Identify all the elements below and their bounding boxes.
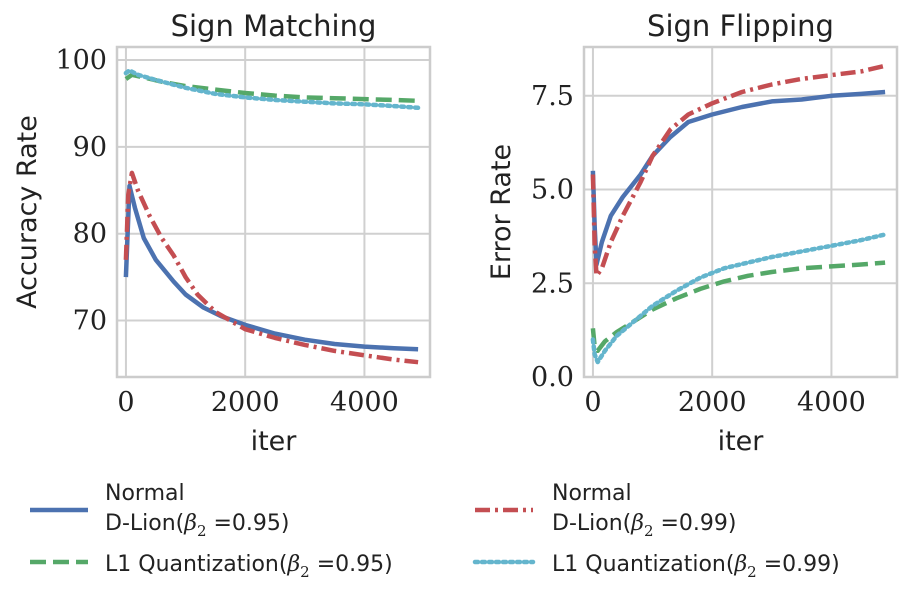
y-tick-label: 80 [73, 219, 107, 250]
chart-sign-flipping: 0 2000 4000 0.0 2.5 5.0 7.5 Sign Flipping iter Er… [486, 9, 899, 457]
x-axis-label: iter [718, 426, 765, 457]
x-tick-label: 2000 [678, 387, 747, 418]
y-tick-label: 7.5 [531, 81, 574, 112]
y-tick-label: 90 [73, 132, 107, 163]
series-line-dotted [590, 232, 888, 365]
y-tick-label: 70 [73, 306, 107, 337]
x-tick-label: 0 [584, 387, 601, 418]
y-tick-label: 5.0 [531, 175, 574, 206]
series-line-dashdot [123, 170, 419, 365]
series-line-solid [590, 89, 886, 267]
y-tick-label: 0.0 [531, 362, 574, 393]
y-axis-label: Accuracy Rate [12, 115, 43, 309]
y-tick-label: 100 [55, 45, 107, 76]
legend: Normal D-Lion(β2 =0.95) Normal D-Lion(β2 =0… [30, 481, 840, 581]
chart-title: Sign Flipping [647, 9, 834, 43]
x-tick-label: 0 [117, 387, 134, 418]
series-line-dotted [123, 68, 421, 111]
y-tick-label: 2.5 [531, 268, 574, 299]
axes-frame [582, 45, 899, 379]
legend-label: L1 Quantization(β2 =0.95) [105, 552, 393, 581]
chart-sign-matching: 0 2000 4000 70 80 90 100 Sign Matching iter Accur… [12, 9, 432, 457]
legend-label: L1 Quantization(β2 =0.99) [552, 552, 840, 581]
series-line-dashed [124, 72, 419, 104]
legend-label-line2: D-Lion(β2 =0.95) [105, 511, 290, 540]
legend-label-line2: D-Lion(β2 =0.99) [552, 511, 737, 540]
series-line-dashed [590, 260, 886, 354]
chart-title: Sign Matching [171, 9, 377, 43]
x-tick-label: 4000 [330, 387, 399, 418]
x-tick-label: 2000 [211, 387, 280, 418]
legend-label-line1: Normal [552, 481, 632, 506]
axes-frame [115, 45, 432, 379]
legend-label-line1: Normal [105, 481, 185, 506]
y-axis-label: Error Rate [486, 144, 517, 280]
x-axis-label: iter [251, 426, 298, 457]
series-line-dashdot [590, 63, 886, 279]
series-line-solid [123, 183, 419, 352]
x-tick-label: 4000 [797, 387, 866, 418]
